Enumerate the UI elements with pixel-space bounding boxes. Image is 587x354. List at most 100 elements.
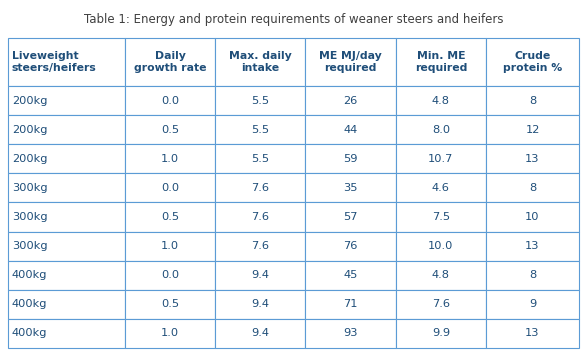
Bar bbox=[486, 261, 579, 290]
Bar bbox=[125, 115, 215, 144]
Bar bbox=[8, 115, 125, 144]
Text: 9.4: 9.4 bbox=[251, 270, 269, 280]
Text: 7.5: 7.5 bbox=[432, 212, 450, 222]
Text: Daily
growth rate: Daily growth rate bbox=[134, 51, 207, 73]
Bar bbox=[305, 38, 396, 86]
Text: 200kg: 200kg bbox=[12, 125, 48, 135]
Bar bbox=[396, 232, 486, 261]
Bar bbox=[486, 173, 579, 202]
Text: 5.5: 5.5 bbox=[251, 96, 269, 105]
Text: 8: 8 bbox=[529, 270, 536, 280]
Text: 45: 45 bbox=[343, 270, 358, 280]
Bar bbox=[396, 86, 486, 115]
Bar bbox=[125, 86, 215, 115]
Text: 5.5: 5.5 bbox=[251, 154, 269, 164]
Bar bbox=[305, 232, 396, 261]
Text: 400kg: 400kg bbox=[12, 329, 48, 338]
Bar bbox=[125, 144, 215, 173]
Text: 13: 13 bbox=[525, 329, 539, 338]
Bar bbox=[8, 38, 125, 86]
Text: 300kg: 300kg bbox=[12, 183, 48, 193]
Text: 0.0: 0.0 bbox=[161, 183, 179, 193]
Text: 10.0: 10.0 bbox=[428, 241, 454, 251]
Bar bbox=[215, 232, 305, 261]
Bar bbox=[305, 202, 396, 232]
Text: 44: 44 bbox=[343, 125, 357, 135]
Bar bbox=[215, 290, 305, 319]
Bar bbox=[215, 38, 305, 86]
Text: 4.6: 4.6 bbox=[432, 183, 450, 193]
Text: 0.0: 0.0 bbox=[161, 270, 179, 280]
Bar bbox=[305, 290, 396, 319]
Bar bbox=[486, 202, 579, 232]
Bar bbox=[215, 115, 305, 144]
Bar bbox=[215, 173, 305, 202]
Bar bbox=[305, 115, 396, 144]
Text: 300kg: 300kg bbox=[12, 241, 48, 251]
Text: 4.8: 4.8 bbox=[432, 270, 450, 280]
Bar bbox=[305, 86, 396, 115]
Text: 200kg: 200kg bbox=[12, 154, 48, 164]
Bar bbox=[215, 86, 305, 115]
Text: 1.0: 1.0 bbox=[161, 329, 179, 338]
Bar bbox=[486, 290, 579, 319]
Bar bbox=[8, 86, 125, 115]
Bar bbox=[8, 232, 125, 261]
Text: 9.9: 9.9 bbox=[432, 329, 450, 338]
Text: 0.5: 0.5 bbox=[161, 212, 179, 222]
Bar bbox=[125, 290, 215, 319]
Bar bbox=[125, 232, 215, 261]
Text: Table 1: Energy and protein requirements of weaner steers and heifers: Table 1: Energy and protein requirements… bbox=[84, 13, 503, 26]
Bar bbox=[125, 173, 215, 202]
Text: 7.6: 7.6 bbox=[251, 212, 269, 222]
Bar bbox=[215, 319, 305, 348]
Text: 8.0: 8.0 bbox=[432, 125, 450, 135]
Bar bbox=[215, 144, 305, 173]
Text: 76: 76 bbox=[343, 241, 358, 251]
Bar bbox=[486, 38, 579, 86]
Text: 9.4: 9.4 bbox=[251, 299, 269, 309]
Bar bbox=[8, 290, 125, 319]
Text: 0.5: 0.5 bbox=[161, 299, 179, 309]
Bar bbox=[396, 38, 486, 86]
Bar bbox=[8, 319, 125, 348]
Text: 35: 35 bbox=[343, 183, 358, 193]
Text: ME MJ/day
required: ME MJ/day required bbox=[319, 51, 382, 73]
Text: 7.6: 7.6 bbox=[432, 299, 450, 309]
Text: 200kg: 200kg bbox=[12, 96, 48, 105]
Bar bbox=[125, 38, 215, 86]
Text: 8: 8 bbox=[529, 183, 536, 193]
Text: 1.0: 1.0 bbox=[161, 241, 179, 251]
Bar bbox=[486, 319, 579, 348]
Bar bbox=[125, 261, 215, 290]
Bar bbox=[305, 261, 396, 290]
Text: 71: 71 bbox=[343, 299, 358, 309]
Text: 400kg: 400kg bbox=[12, 270, 48, 280]
Text: 1.0: 1.0 bbox=[161, 154, 179, 164]
Text: 57: 57 bbox=[343, 212, 358, 222]
Bar bbox=[8, 173, 125, 202]
Text: Max. daily
intake: Max. daily intake bbox=[229, 51, 292, 73]
Bar bbox=[396, 290, 486, 319]
Bar bbox=[305, 144, 396, 173]
Bar bbox=[396, 261, 486, 290]
Bar bbox=[396, 144, 486, 173]
Text: 12: 12 bbox=[525, 125, 539, 135]
Bar bbox=[486, 86, 579, 115]
Text: Crude
protein %: Crude protein % bbox=[503, 51, 562, 73]
Text: 10: 10 bbox=[525, 212, 539, 222]
Bar bbox=[8, 144, 125, 173]
Text: 4.8: 4.8 bbox=[432, 96, 450, 105]
Bar bbox=[8, 261, 125, 290]
Text: Min. ME
required: Min. ME required bbox=[414, 51, 467, 73]
Bar bbox=[125, 319, 215, 348]
Text: 7.6: 7.6 bbox=[251, 241, 269, 251]
Text: 9: 9 bbox=[529, 299, 536, 309]
Bar bbox=[305, 173, 396, 202]
Text: 400kg: 400kg bbox=[12, 299, 48, 309]
Bar bbox=[486, 115, 579, 144]
Text: 59: 59 bbox=[343, 154, 358, 164]
Text: 10.7: 10.7 bbox=[428, 154, 454, 164]
Bar bbox=[396, 202, 486, 232]
Bar bbox=[8, 202, 125, 232]
